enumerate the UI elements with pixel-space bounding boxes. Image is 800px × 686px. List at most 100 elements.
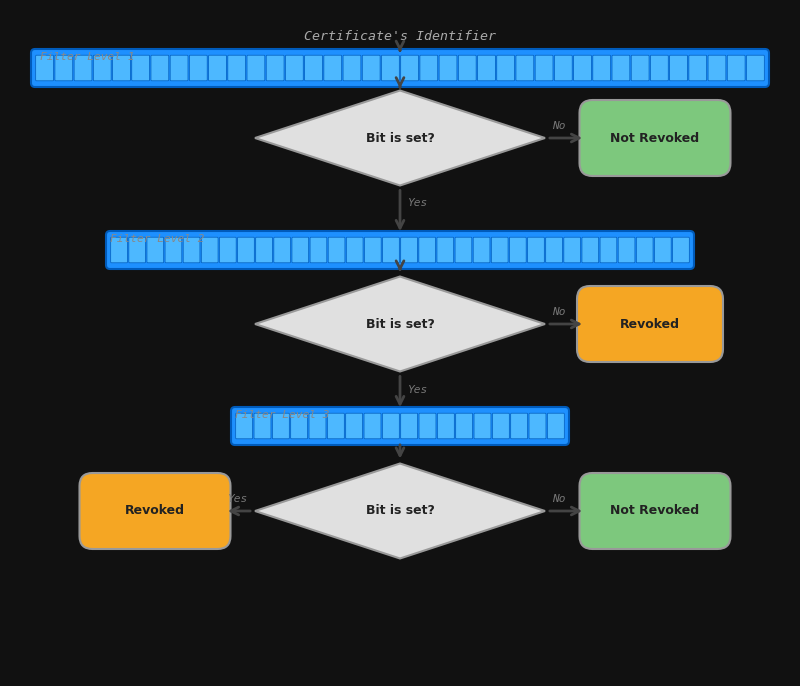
FancyBboxPatch shape [510,237,526,263]
FancyBboxPatch shape [492,413,510,439]
FancyBboxPatch shape [437,237,454,263]
FancyBboxPatch shape [55,55,73,81]
FancyBboxPatch shape [228,55,246,81]
FancyBboxPatch shape [497,55,514,81]
FancyBboxPatch shape [113,55,130,81]
FancyBboxPatch shape [458,55,476,81]
Text: Yes: Yes [228,494,248,504]
FancyBboxPatch shape [247,55,265,81]
FancyBboxPatch shape [310,237,327,263]
FancyBboxPatch shape [290,413,308,439]
FancyBboxPatch shape [593,55,610,81]
FancyBboxPatch shape [554,55,572,81]
FancyBboxPatch shape [419,237,435,263]
Text: Not Revoked: Not Revoked [610,504,699,517]
FancyBboxPatch shape [110,237,127,263]
Text: Certificate's Identifier: Certificate's Identifier [304,29,496,43]
FancyBboxPatch shape [401,55,418,81]
FancyBboxPatch shape [746,55,764,81]
FancyBboxPatch shape [362,55,380,81]
FancyBboxPatch shape [190,55,207,81]
Text: Revoked: Revoked [125,504,185,517]
FancyBboxPatch shape [708,55,726,81]
FancyBboxPatch shape [419,413,436,439]
FancyBboxPatch shape [170,55,188,81]
Text: Yes: Yes [408,384,428,394]
FancyBboxPatch shape [36,55,54,81]
FancyBboxPatch shape [382,237,399,263]
FancyBboxPatch shape [527,237,544,263]
FancyBboxPatch shape [401,237,418,263]
FancyBboxPatch shape [689,55,706,81]
FancyBboxPatch shape [286,55,303,81]
FancyBboxPatch shape [438,413,454,439]
Text: Revoked: Revoked [620,318,680,331]
FancyBboxPatch shape [600,237,617,263]
FancyBboxPatch shape [129,237,146,263]
Text: Not Revoked: Not Revoked [610,132,699,145]
FancyBboxPatch shape [274,237,290,263]
FancyBboxPatch shape [364,413,381,439]
FancyBboxPatch shape [132,55,150,81]
FancyBboxPatch shape [365,237,381,263]
FancyBboxPatch shape [165,237,182,263]
FancyBboxPatch shape [202,237,218,263]
FancyBboxPatch shape [546,237,562,263]
FancyBboxPatch shape [654,237,671,263]
FancyBboxPatch shape [219,237,236,263]
FancyBboxPatch shape [631,55,649,81]
FancyBboxPatch shape [473,237,490,263]
FancyBboxPatch shape [455,237,472,263]
FancyBboxPatch shape [183,237,200,263]
Text: Filter Level 3: Filter Level 3 [235,410,330,420]
FancyBboxPatch shape [94,55,111,81]
FancyBboxPatch shape [31,49,769,87]
FancyBboxPatch shape [305,55,322,81]
FancyBboxPatch shape [236,413,253,439]
FancyBboxPatch shape [266,55,284,81]
FancyBboxPatch shape [309,413,326,439]
FancyBboxPatch shape [727,55,745,81]
FancyBboxPatch shape [574,55,591,81]
FancyBboxPatch shape [147,237,164,263]
FancyBboxPatch shape [382,413,399,439]
FancyBboxPatch shape [151,55,169,81]
Text: No: No [552,494,566,504]
FancyBboxPatch shape [636,237,653,263]
Polygon shape [255,276,545,372]
FancyBboxPatch shape [420,55,438,81]
FancyBboxPatch shape [346,413,362,439]
FancyBboxPatch shape [510,413,528,439]
Text: Yes: Yes [408,198,428,209]
FancyBboxPatch shape [254,413,271,439]
FancyBboxPatch shape [547,413,564,439]
Polygon shape [255,464,545,558]
FancyBboxPatch shape [256,237,273,263]
FancyBboxPatch shape [516,55,534,81]
FancyBboxPatch shape [582,237,598,263]
FancyBboxPatch shape [456,413,473,439]
FancyBboxPatch shape [670,55,687,81]
FancyBboxPatch shape [106,231,694,269]
FancyBboxPatch shape [74,55,92,81]
Polygon shape [255,91,545,185]
FancyBboxPatch shape [328,237,345,263]
FancyBboxPatch shape [327,413,344,439]
FancyBboxPatch shape [382,55,399,81]
FancyBboxPatch shape [324,55,342,81]
FancyBboxPatch shape [491,237,508,263]
FancyBboxPatch shape [238,237,254,263]
FancyBboxPatch shape [209,55,226,81]
FancyBboxPatch shape [272,413,290,439]
FancyBboxPatch shape [564,237,581,263]
FancyBboxPatch shape [579,473,730,549]
FancyBboxPatch shape [529,413,546,439]
Text: No: No [552,307,566,317]
Text: Filter Level 1: Filter Level 1 [40,52,134,62]
FancyBboxPatch shape [577,286,723,362]
Text: Bit is set?: Bit is set? [366,318,434,331]
FancyBboxPatch shape [401,413,418,439]
FancyBboxPatch shape [478,55,495,81]
FancyBboxPatch shape [579,100,730,176]
Text: Bit is set?: Bit is set? [366,504,434,517]
